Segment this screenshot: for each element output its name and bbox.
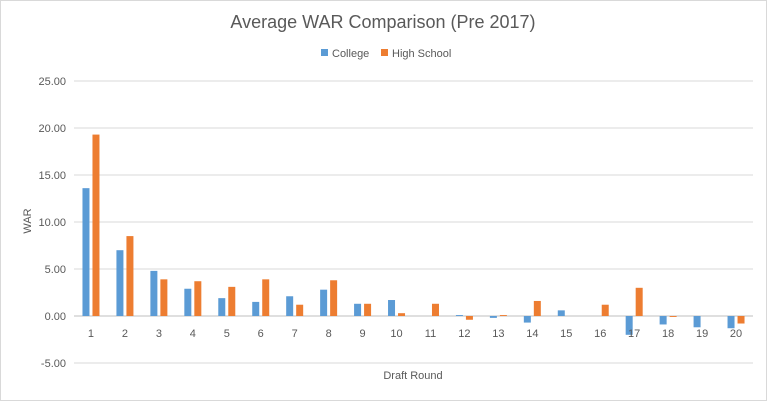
bar-high-school-round-17	[635, 287, 643, 316]
x-tick-label: 1	[88, 328, 94, 340]
bar-college-round-6	[252, 301, 260, 316]
bar-college-round-19	[693, 316, 701, 328]
x-tick-label: 18	[662, 328, 674, 340]
x-tick-label: 6	[258, 328, 264, 340]
bar-high-school-round-3	[160, 279, 168, 316]
bar-college-round-18	[659, 316, 667, 325]
legend-label-college: College	[332, 48, 369, 60]
x-tick-label: 2	[122, 328, 128, 340]
bar-college-round-10	[388, 300, 396, 316]
bar-high-school-round-1	[92, 134, 100, 316]
y-tick-label: 5.00	[45, 264, 66, 276]
x-tick-label: 9	[360, 328, 366, 340]
x-tick-label: 19	[696, 328, 708, 340]
bar-high-school-round-16	[601, 304, 609, 316]
gridlines	[74, 80, 753, 364]
y-tick-label: 0.00	[45, 311, 66, 323]
bar-college-round-8	[320, 289, 328, 316]
x-tick-label: 7	[292, 328, 298, 340]
bar-college-round-2	[116, 250, 124, 316]
x-tick-label: 17	[628, 328, 640, 340]
y-axis-title: WAR	[22, 208, 34, 233]
x-tick-label: 4	[190, 328, 196, 340]
x-tick-label: 8	[326, 328, 332, 340]
bar-high-school-round-18	[669, 316, 677, 317]
x-tick-label: 20	[730, 328, 742, 340]
bar-high-school-round-6	[262, 279, 270, 316]
x-axis-title: Draft Round	[383, 370, 442, 382]
x-axis-ticks: 1 2 3 4 5 6 7 8 9 10 11 12 13 14 15 16 17 18 19 20	[88, 328, 742, 340]
x-tick-label: 5	[224, 328, 230, 340]
legend-swatch-college	[321, 49, 328, 56]
y-tick-label: 10.00	[38, 217, 66, 229]
bar-college-round-9	[354, 303, 362, 316]
bar-college-round-7	[286, 296, 294, 316]
bar-high-school-round-20	[737, 316, 745, 324]
chart-title: Average WAR Comparison (Pre 2017)	[230, 12, 535, 32]
y-tick-label: 15.00	[38, 170, 66, 182]
x-tick-label: 15	[560, 328, 572, 340]
legend: College High School	[321, 48, 451, 60]
bar-high-school-round-11	[431, 303, 439, 316]
bar-high-school-round-4	[194, 281, 202, 316]
legend-swatch-high-school	[381, 49, 388, 56]
bar-college-round-13	[489, 316, 497, 318]
bar-college-round-12	[455, 315, 463, 316]
bar-high-school-round-5	[228, 286, 236, 316]
x-tick-label: 12	[458, 328, 470, 340]
bar-high-school-round-10	[398, 313, 406, 316]
x-tick-label: 3	[156, 328, 162, 340]
bar-college-round-14	[523, 316, 531, 323]
bar-high-school-round-14	[533, 300, 541, 316]
bars	[82, 134, 745, 335]
bar-college-round-3	[150, 270, 158, 316]
bar-college-round-1	[82, 188, 90, 316]
bar-college-round-15	[557, 310, 565, 316]
x-tick-label: 10	[390, 328, 402, 340]
y-tick-label: -5.00	[41, 358, 66, 370]
bar-high-school-round-12	[465, 316, 473, 320]
legend-label-high-school: High School	[392, 48, 451, 60]
x-tick-label: 16	[594, 328, 606, 340]
bar-college-round-4	[184, 288, 192, 316]
y-axis-ticks: -5.00 0.00 5.00 10.00 15.00 20.00 25.00	[38, 76, 66, 370]
x-tick-label: 14	[526, 328, 538, 340]
bar-high-school-round-2	[126, 236, 134, 316]
bar-high-school-round-13	[499, 315, 507, 316]
bar-high-school-round-7	[296, 304, 304, 316]
bar-high-school-round-9	[364, 303, 372, 316]
x-tick-label: 11	[425, 328, 436, 340]
bar-college-round-20	[727, 316, 735, 329]
y-tick-label: 20.00	[38, 123, 66, 135]
bar-college-round-17	[625, 316, 633, 335]
bar-high-school-round-8	[330, 280, 338, 316]
x-tick-label: 13	[492, 328, 504, 340]
bar-college-round-5	[218, 298, 226, 316]
y-tick-label: 25.00	[38, 76, 66, 88]
